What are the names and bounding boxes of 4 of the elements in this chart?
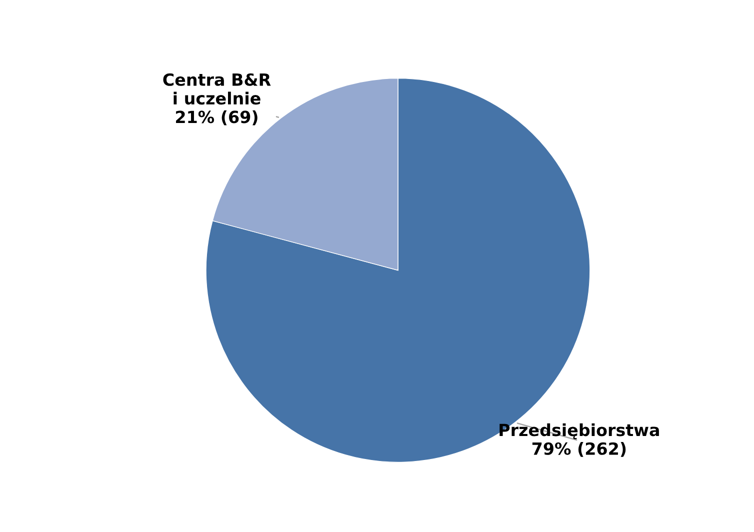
slice-label: Przedsiębiorstwa	[500, 423, 659, 440]
data-label: 79% (262)	[532, 442, 626, 457]
slice-label: Centra B&R i uczelnie	[163, 73, 271, 105]
data-label: 21% (69)	[176, 110, 258, 126]
